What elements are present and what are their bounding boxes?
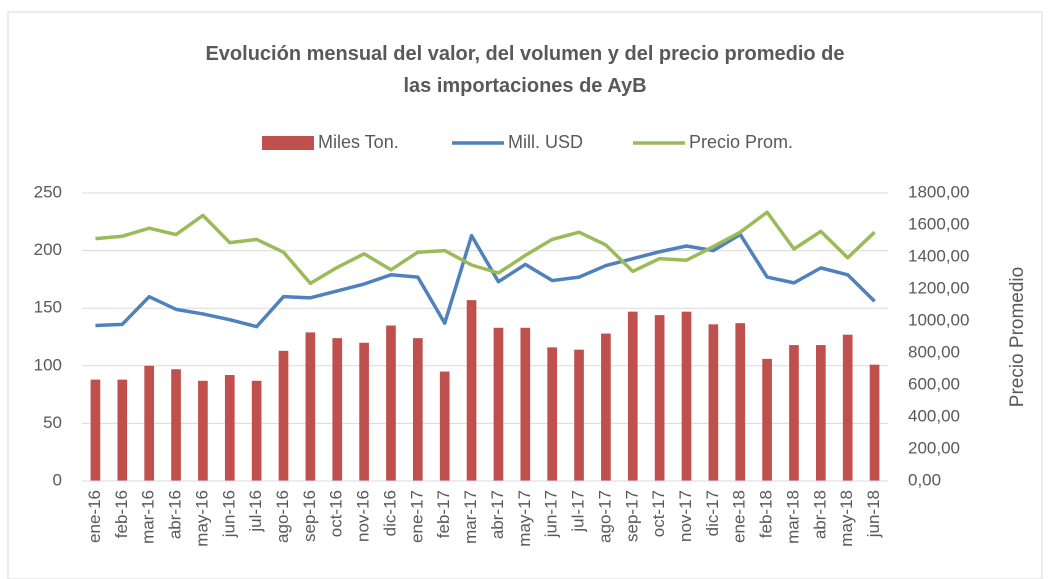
y-tick-label: 150	[34, 298, 62, 317]
y2-tick-label: 1000,00	[908, 310, 969, 329]
bar	[574, 349, 584, 481]
bar	[815, 345, 826, 481]
y2-tick-label: 600,00	[908, 374, 960, 393]
legend-label: Mill. USD	[508, 132, 583, 152]
bar	[601, 333, 611, 481]
y-tick-label: 250	[34, 182, 62, 201]
y-tick-label: 100	[34, 355, 62, 374]
y-tick-label: 0	[53, 470, 62, 489]
bar	[493, 327, 504, 481]
y2-tick-label: 1600,00	[908, 214, 969, 233]
y2-tick-label: 1400,00	[908, 246, 969, 265]
y2-tick-label: 800,00	[908, 342, 960, 361]
x-tick-label: mar-18	[783, 490, 802, 544]
y2-tick-label: 0,00	[908, 470, 941, 489]
x-tick-label: oct-17	[649, 490, 668, 537]
x-tick-label: dic-16	[380, 490, 399, 536]
bar	[412, 338, 423, 481]
chart-border	[7, 11, 1043, 579]
bar	[869, 364, 880, 481]
x-tick-label: nov-17	[676, 490, 695, 542]
x-tick-label: jun-18	[864, 490, 883, 538]
x-tick-label: abr-18	[810, 490, 829, 539]
bar	[171, 369, 181, 481]
y-tick-label: 50	[43, 413, 62, 432]
x-tick-label: nov-16	[354, 490, 373, 542]
y-tick-label: 200	[34, 240, 62, 259]
y2-tick-label: 400,00	[908, 406, 960, 425]
bar	[386, 325, 396, 481]
bar	[789, 345, 799, 481]
x-tick-label: ago-16	[273, 490, 292, 543]
x-tick-label: abr-17	[488, 490, 507, 539]
y2-axis-label: Precio Promedio	[1007, 267, 1028, 407]
bar	[332, 338, 343, 481]
y2-tick-label: 1200,00	[908, 278, 969, 297]
x-tick-label: mar-17	[461, 490, 480, 544]
bar	[144, 365, 155, 481]
chart-title: Evolución mensual del valor, del volumen…	[205, 43, 845, 97]
bar	[520, 327, 531, 481]
bar	[439, 371, 450, 481]
bar	[762, 358, 772, 481]
y2-tick-label: 200,00	[908, 438, 960, 457]
x-tick-label: feb-18	[757, 490, 776, 538]
bar	[90, 379, 101, 481]
x-tick-label: feb-16	[112, 490, 131, 538]
x-tick-label: dic-17	[703, 490, 722, 536]
legend-swatch	[262, 136, 314, 150]
x-tick-label: feb-17	[434, 490, 453, 538]
bar	[117, 379, 128, 481]
legend-label: Miles Ton.	[318, 132, 399, 152]
bar	[735, 323, 746, 481]
bar	[278, 350, 289, 481]
x-tick-label: oct-16	[327, 490, 346, 537]
bar	[305, 332, 316, 481]
x-tick-label: jul-16	[246, 490, 265, 533]
bar	[681, 311, 692, 481]
x-tick-label: jul-17	[569, 490, 588, 533]
bar	[466, 300, 477, 481]
x-tick-label: sep-17	[622, 490, 641, 542]
x-tick-label: ene-16	[85, 490, 104, 543]
x-tick-label: ago-17	[595, 490, 614, 543]
x-tick-label: jun-17	[542, 490, 561, 538]
x-tick-label: abr-16	[166, 490, 185, 539]
x-tick-label: may-16	[192, 490, 211, 547]
y2-tick-label: 1800,00	[908, 182, 969, 201]
x-tick-label: jun-16	[219, 490, 238, 538]
bar	[359, 342, 369, 481]
bar	[198, 380, 208, 481]
line-series	[95, 232, 876, 329]
bar	[251, 380, 262, 481]
x-tick-label: ene-18	[730, 490, 749, 543]
bar	[627, 311, 638, 481]
bar	[708, 324, 719, 481]
bar	[654, 315, 665, 481]
line-series	[95, 210, 876, 286]
x-tick-label: mar-16	[139, 490, 158, 544]
bar	[224, 375, 235, 481]
x-tick-label: sep-16	[300, 490, 319, 542]
bar	[547, 347, 558, 481]
x-tick-label: ene-17	[407, 490, 426, 543]
bar	[842, 334, 853, 481]
x-tick-label: may-18	[837, 490, 856, 547]
legend-label: Precio Prom.	[689, 132, 793, 152]
x-tick-label: may-17	[515, 490, 534, 547]
